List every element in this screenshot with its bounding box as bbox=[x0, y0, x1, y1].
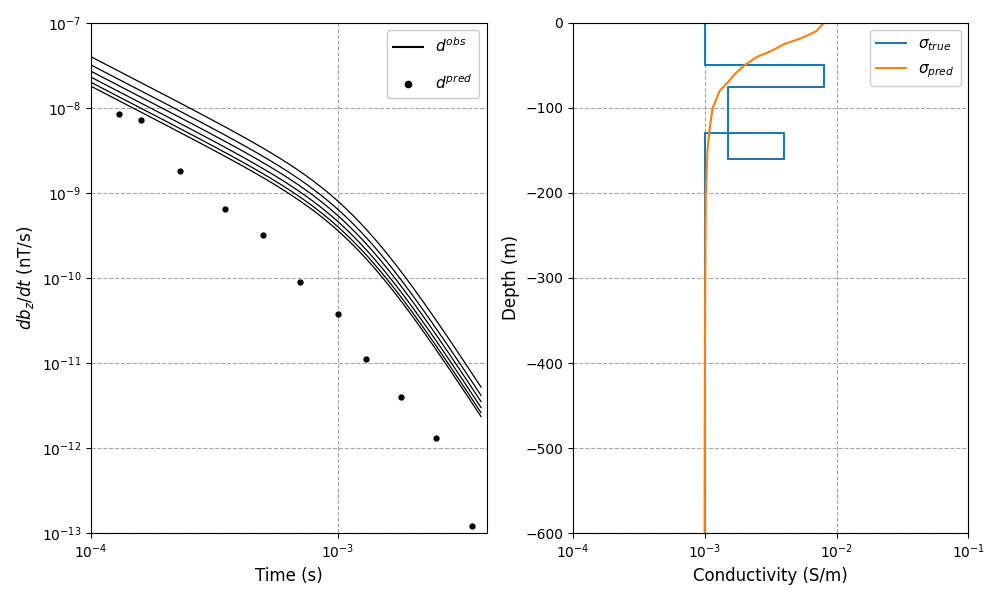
$\sigma_{pred}$ bbox=[699, 445, 711, 452]
$\sigma_{pred}$ bbox=[818, 19, 830, 26]
$\sigma_{true}$ bbox=[778, 130, 790, 137]
Legend: $\sigma_{true}$, $\sigma_{pred}$: $\sigma_{true}$, $\sigma_{pred}$ bbox=[870, 31, 961, 86]
$\sigma_{pred}$ bbox=[701, 147, 713, 154]
$\sigma_{pred}$ bbox=[704, 121, 716, 128]
$\sigma_{true}$ bbox=[778, 155, 790, 163]
$\sigma_{pred}$ bbox=[707, 104, 719, 112]
$\sigma_{pred}$ bbox=[699, 530, 711, 537]
$\sigma_{pred}$ bbox=[801, 32, 813, 39]
$\sigma_{true}$ bbox=[699, 530, 711, 537]
$\sigma_{pred}$ bbox=[700, 190, 712, 197]
$\sigma_{true}$ bbox=[818, 62, 830, 69]
$\sigma_{pred}$ bbox=[722, 79, 734, 86]
X-axis label: Conductivity (S/m): Conductivity (S/m) bbox=[693, 567, 848, 585]
$\sigma_{pred}$ bbox=[814, 23, 826, 31]
$\sigma_{pred}$ bbox=[751, 53, 763, 61]
$\sigma_{pred}$ bbox=[778, 40, 790, 47]
Line: $\sigma_{true}$: $\sigma_{true}$ bbox=[705, 23, 824, 533]
$\sigma_{pred}$ bbox=[699, 274, 711, 281]
Line: $\sigma_{pred}$: $\sigma_{pred}$ bbox=[705, 23, 824, 533]
$\sigma_{true}$ bbox=[818, 83, 830, 90]
Y-axis label: $db_z/dt$ (nT/s): $db_z/dt$ (nT/s) bbox=[15, 226, 36, 330]
$\sigma_{true}$ bbox=[722, 83, 734, 90]
Legend: $d^{obs}$, $d^{pred}$: $d^{obs}$, $d^{pred}$ bbox=[387, 31, 479, 98]
$\sigma_{pred}$ bbox=[791, 36, 803, 43]
$\sigma_{true}$ bbox=[722, 155, 734, 163]
$\sigma_{true}$ bbox=[699, 130, 711, 137]
$\sigma_{pred}$ bbox=[699, 359, 711, 367]
$\sigma_{true}$ bbox=[699, 19, 711, 26]
$\sigma_{pred}$ bbox=[770, 45, 782, 52]
$\sigma_{pred}$ bbox=[738, 62, 750, 69]
$\sigma_{true}$ bbox=[699, 62, 711, 69]
$\sigma_{pred}$ bbox=[762, 49, 774, 56]
$\sigma_{pred}$ bbox=[729, 70, 741, 77]
Y-axis label: Depth (m): Depth (m) bbox=[502, 235, 520, 320]
X-axis label: Time (s): Time (s) bbox=[255, 567, 323, 585]
$\sigma_{pred}$ bbox=[810, 28, 822, 35]
$\sigma_{pred}$ bbox=[714, 87, 726, 94]
